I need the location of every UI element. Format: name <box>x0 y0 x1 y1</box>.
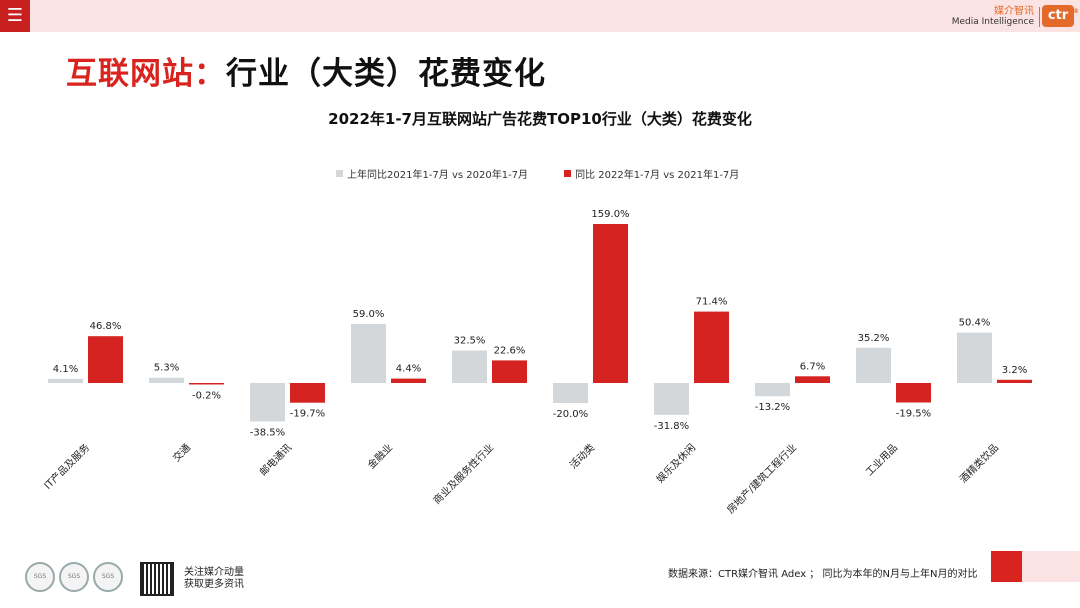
page-title-part2: 行业（大类）花费变化 <box>226 56 546 92</box>
page-title: 互联网站：行业（大类）花费变化 <box>66 48 546 93</box>
brand-name-cn: 媒介智讯 <box>994 6 1034 17</box>
footer-red-block <box>991 551 1022 582</box>
bar-current-year <box>694 311 729 383</box>
legend-item-current-year: 同比 2022年1-7月 vs 2021年1-7月 <box>564 166 739 181</box>
registered-mark: ® <box>1073 8 1079 15</box>
follow-text: 关注媒介动量 获取更多资讯 <box>184 567 244 591</box>
top-bar: ☰ 媒介智讯 Media Intelligence ctr ® <box>0 0 1080 32</box>
data-label: -0.2% <box>192 391 221 402</box>
bar-current-year <box>189 383 224 385</box>
x-tick-label: 工业用品 <box>863 442 900 479</box>
x-tick-label: 商业及服务性行业 <box>430 441 496 507</box>
qr-code-icon[interactable] <box>140 562 174 596</box>
bar-prev-year <box>250 383 285 422</box>
bar-prev-year <box>351 324 386 383</box>
bar-current-year <box>290 383 325 403</box>
data-label: 35.2% <box>858 333 890 344</box>
bar-prev-year <box>856 347 891 383</box>
data-label: -31.8% <box>654 421 689 432</box>
x-tick-label: 邮电通讯 <box>257 441 294 478</box>
sgs-seal-icon: SGS <box>93 562 123 592</box>
legend-label-current-year: 同比 2022年1-7月 vs 2021年1-7月 <box>575 170 740 181</box>
bar-current-year <box>593 224 628 383</box>
data-label: -20.0% <box>553 409 588 420</box>
sgs-seal-icon: SGS <box>59 562 89 592</box>
ctr-logo-text: ctr <box>1047 8 1069 23</box>
x-tick-label: 房地产/建筑工程行业 <box>724 441 799 516</box>
data-label: 3.2% <box>1002 365 1027 376</box>
data-label: 6.7% <box>800 361 825 372</box>
legend-label-prev-year: 上年同比2021年1-7月 vs 2020年1-7月 <box>347 170 529 181</box>
ctr-logo: ctr ® <box>1042 5 1079 27</box>
x-tick-label: 交通 <box>170 441 193 464</box>
data-label: 32.5% <box>454 336 486 347</box>
bar-current-year <box>391 378 426 383</box>
bar-current-year <box>795 376 830 383</box>
bar-prev-year <box>149 377 184 383</box>
data-label: 4.1% <box>53 364 78 375</box>
x-tick-label: 活动类 <box>567 441 597 471</box>
data-label: 71.4% <box>696 297 728 308</box>
page-title-part1: 互联网站： <box>66 56 226 92</box>
footer-pink-band <box>1022 551 1080 582</box>
data-label: 159.0% <box>591 209 629 220</box>
data-label: -13.2% <box>755 402 790 413</box>
bar-current-year <box>88 336 123 383</box>
brand-name-en: Media Intelligence <box>951 17 1034 27</box>
bar-prev-year <box>48 378 83 383</box>
legend-swatch-red <box>564 170 572 177</box>
legend-item-prev-year: 上年同比2021年1-7月 vs 2020年1-7月 <box>336 166 528 181</box>
data-label: -19.7% <box>290 409 325 420</box>
x-tick-label: IT产品及服务 <box>41 441 92 492</box>
bar-prev-year <box>553 383 588 403</box>
bar-prev-year <box>957 332 992 383</box>
bar-current-year <box>896 383 931 403</box>
data-label: 22.6% <box>494 345 526 356</box>
x-tick-label: 酒精类饮品 <box>957 441 1002 486</box>
data-label: 5.3% <box>154 363 179 374</box>
sgs-seal-icon: SGS <box>25 562 55 592</box>
brand-divider <box>1039 7 1040 27</box>
data-label: 4.4% <box>396 364 421 375</box>
menu-icon[interactable]: ☰ <box>0 0 30 32</box>
chart-title: 2022年1-7月互联网站广告花费TOP10行业（大类）花费变化 <box>328 110 752 128</box>
legend-swatch-gray <box>336 170 343 177</box>
chart-legend: 上年同比2021年1-7月 vs 2020年1-7月 同比 2022年1-7月 … <box>336 166 739 181</box>
follow-line-2: 获取更多资讯 <box>184 579 244 590</box>
bar-prev-year <box>755 383 790 397</box>
bar-prev-year <box>452 350 487 383</box>
data-label: 50.4% <box>959 318 991 329</box>
data-label: -38.5% <box>250 428 285 439</box>
bar-prev-year <box>654 383 689 415</box>
x-tick-label: 金融业 <box>365 441 395 471</box>
bar-chart: 4.1% 46.8% IT产品及服务 5.3% -0.2% 交通 -38.5% -19.7% 邮… <box>41 209 1032 516</box>
brand-text: 媒介智讯 Media Intelligence <box>952 6 1034 28</box>
data-label: 46.8% <box>90 321 122 332</box>
bar-current-year <box>492 360 527 383</box>
data-source-note: 数据来源：CTR媒介智讯 Adex ； 同比为本年的N月与上年N月的对比 <box>668 569 978 580</box>
follow-line-1: 关注媒介动量 <box>184 567 244 578</box>
bar-current-year <box>997 379 1032 383</box>
data-label: 59.0% <box>353 309 385 320</box>
x-tick-label: 娱乐及休闲 <box>654 441 699 486</box>
data-label: -19.5% <box>896 409 931 420</box>
